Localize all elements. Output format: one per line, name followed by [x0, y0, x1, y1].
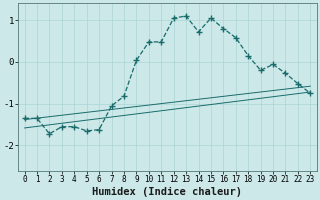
X-axis label: Humidex (Indice chaleur): Humidex (Indice chaleur) [92, 186, 243, 197]
